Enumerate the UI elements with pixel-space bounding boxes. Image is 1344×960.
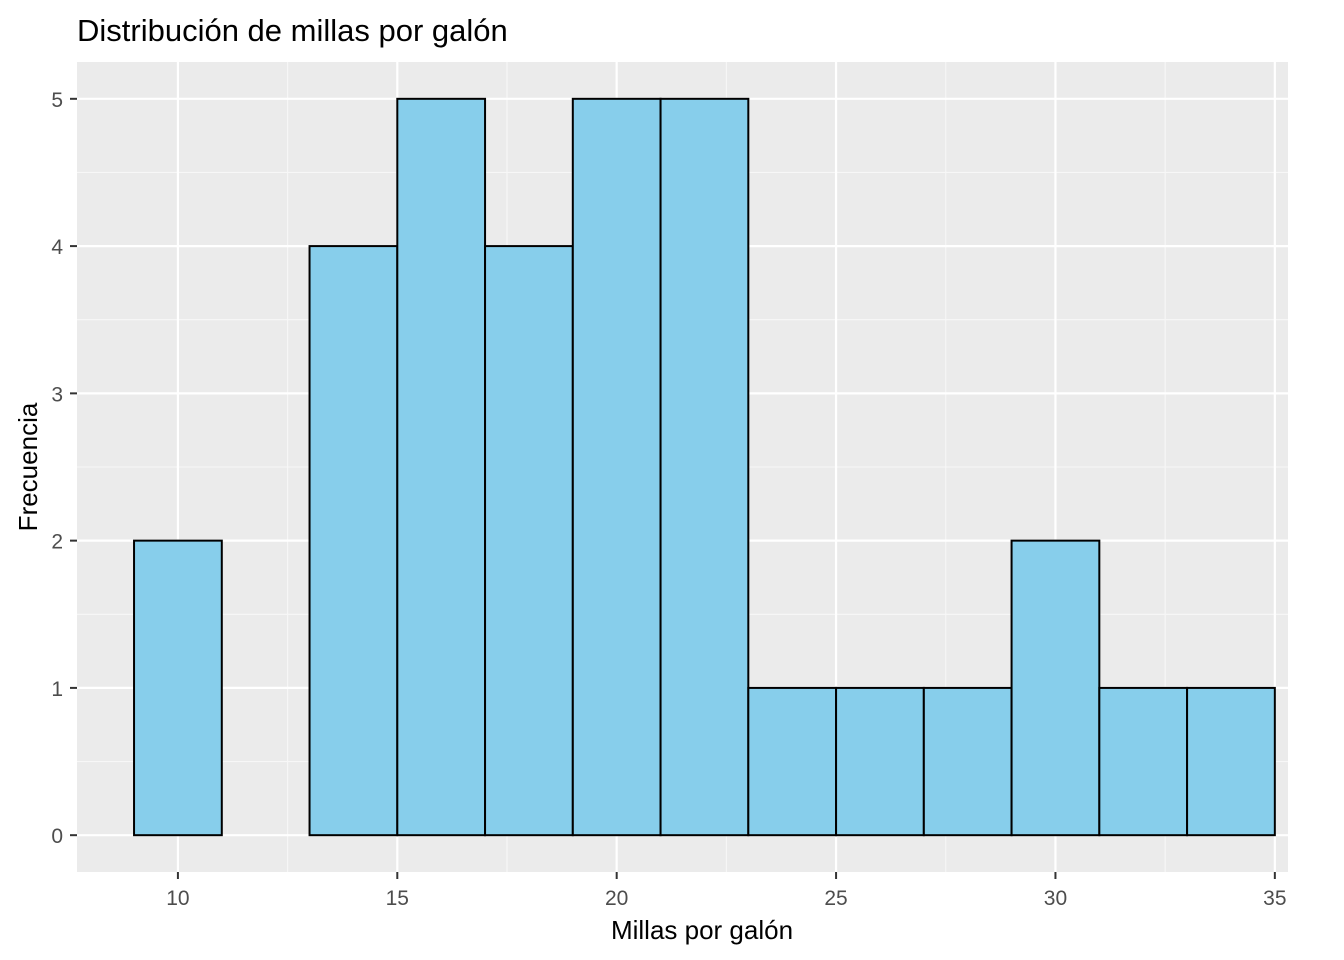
y-axis-title: Frecuencia [13, 402, 43, 531]
y-tick-label: 5 [51, 89, 63, 112]
histogram-bar [571, 97, 662, 837]
y-tick-label: 2 [51, 531, 63, 554]
y-tick-label: 4 [51, 236, 63, 259]
y-axis: 0 1 2 3 4 5 [51, 89, 77, 848]
y-tick-label: 3 [51, 383, 63, 406]
x-axis-title: Millas por galón [611, 915, 793, 945]
y-tick-label: 1 [51, 678, 63, 701]
histogram-bar [659, 97, 750, 837]
x-axis: 10 15 20 25 30 35 [166, 872, 1287, 910]
histogram-bar [1186, 686, 1276, 837]
histogram-bar [747, 686, 838, 837]
x-tick-label: 30 [1044, 887, 1067, 910]
x-tick-label: 25 [824, 887, 847, 910]
x-tick-label: 15 [386, 887, 409, 910]
histogram-bar [1098, 686, 1189, 837]
histogram-bar [484, 245, 574, 837]
chart-title: Distribución de millas por galón [77, 13, 508, 48]
histogram-bar [396, 97, 487, 837]
y-tick-label: 0 [51, 825, 63, 848]
histogram-bar [922, 686, 1013, 837]
histogram-bar [835, 686, 925, 837]
x-tick-label: 35 [1263, 887, 1286, 910]
histogram-bars [133, 97, 1276, 837]
x-tick-label: 20 [605, 887, 628, 910]
histogram-bar [1010, 539, 1101, 837]
histogram-bar [133, 539, 223, 837]
x-tick-label: 10 [166, 887, 189, 910]
histogram-bar [308, 245, 399, 837]
